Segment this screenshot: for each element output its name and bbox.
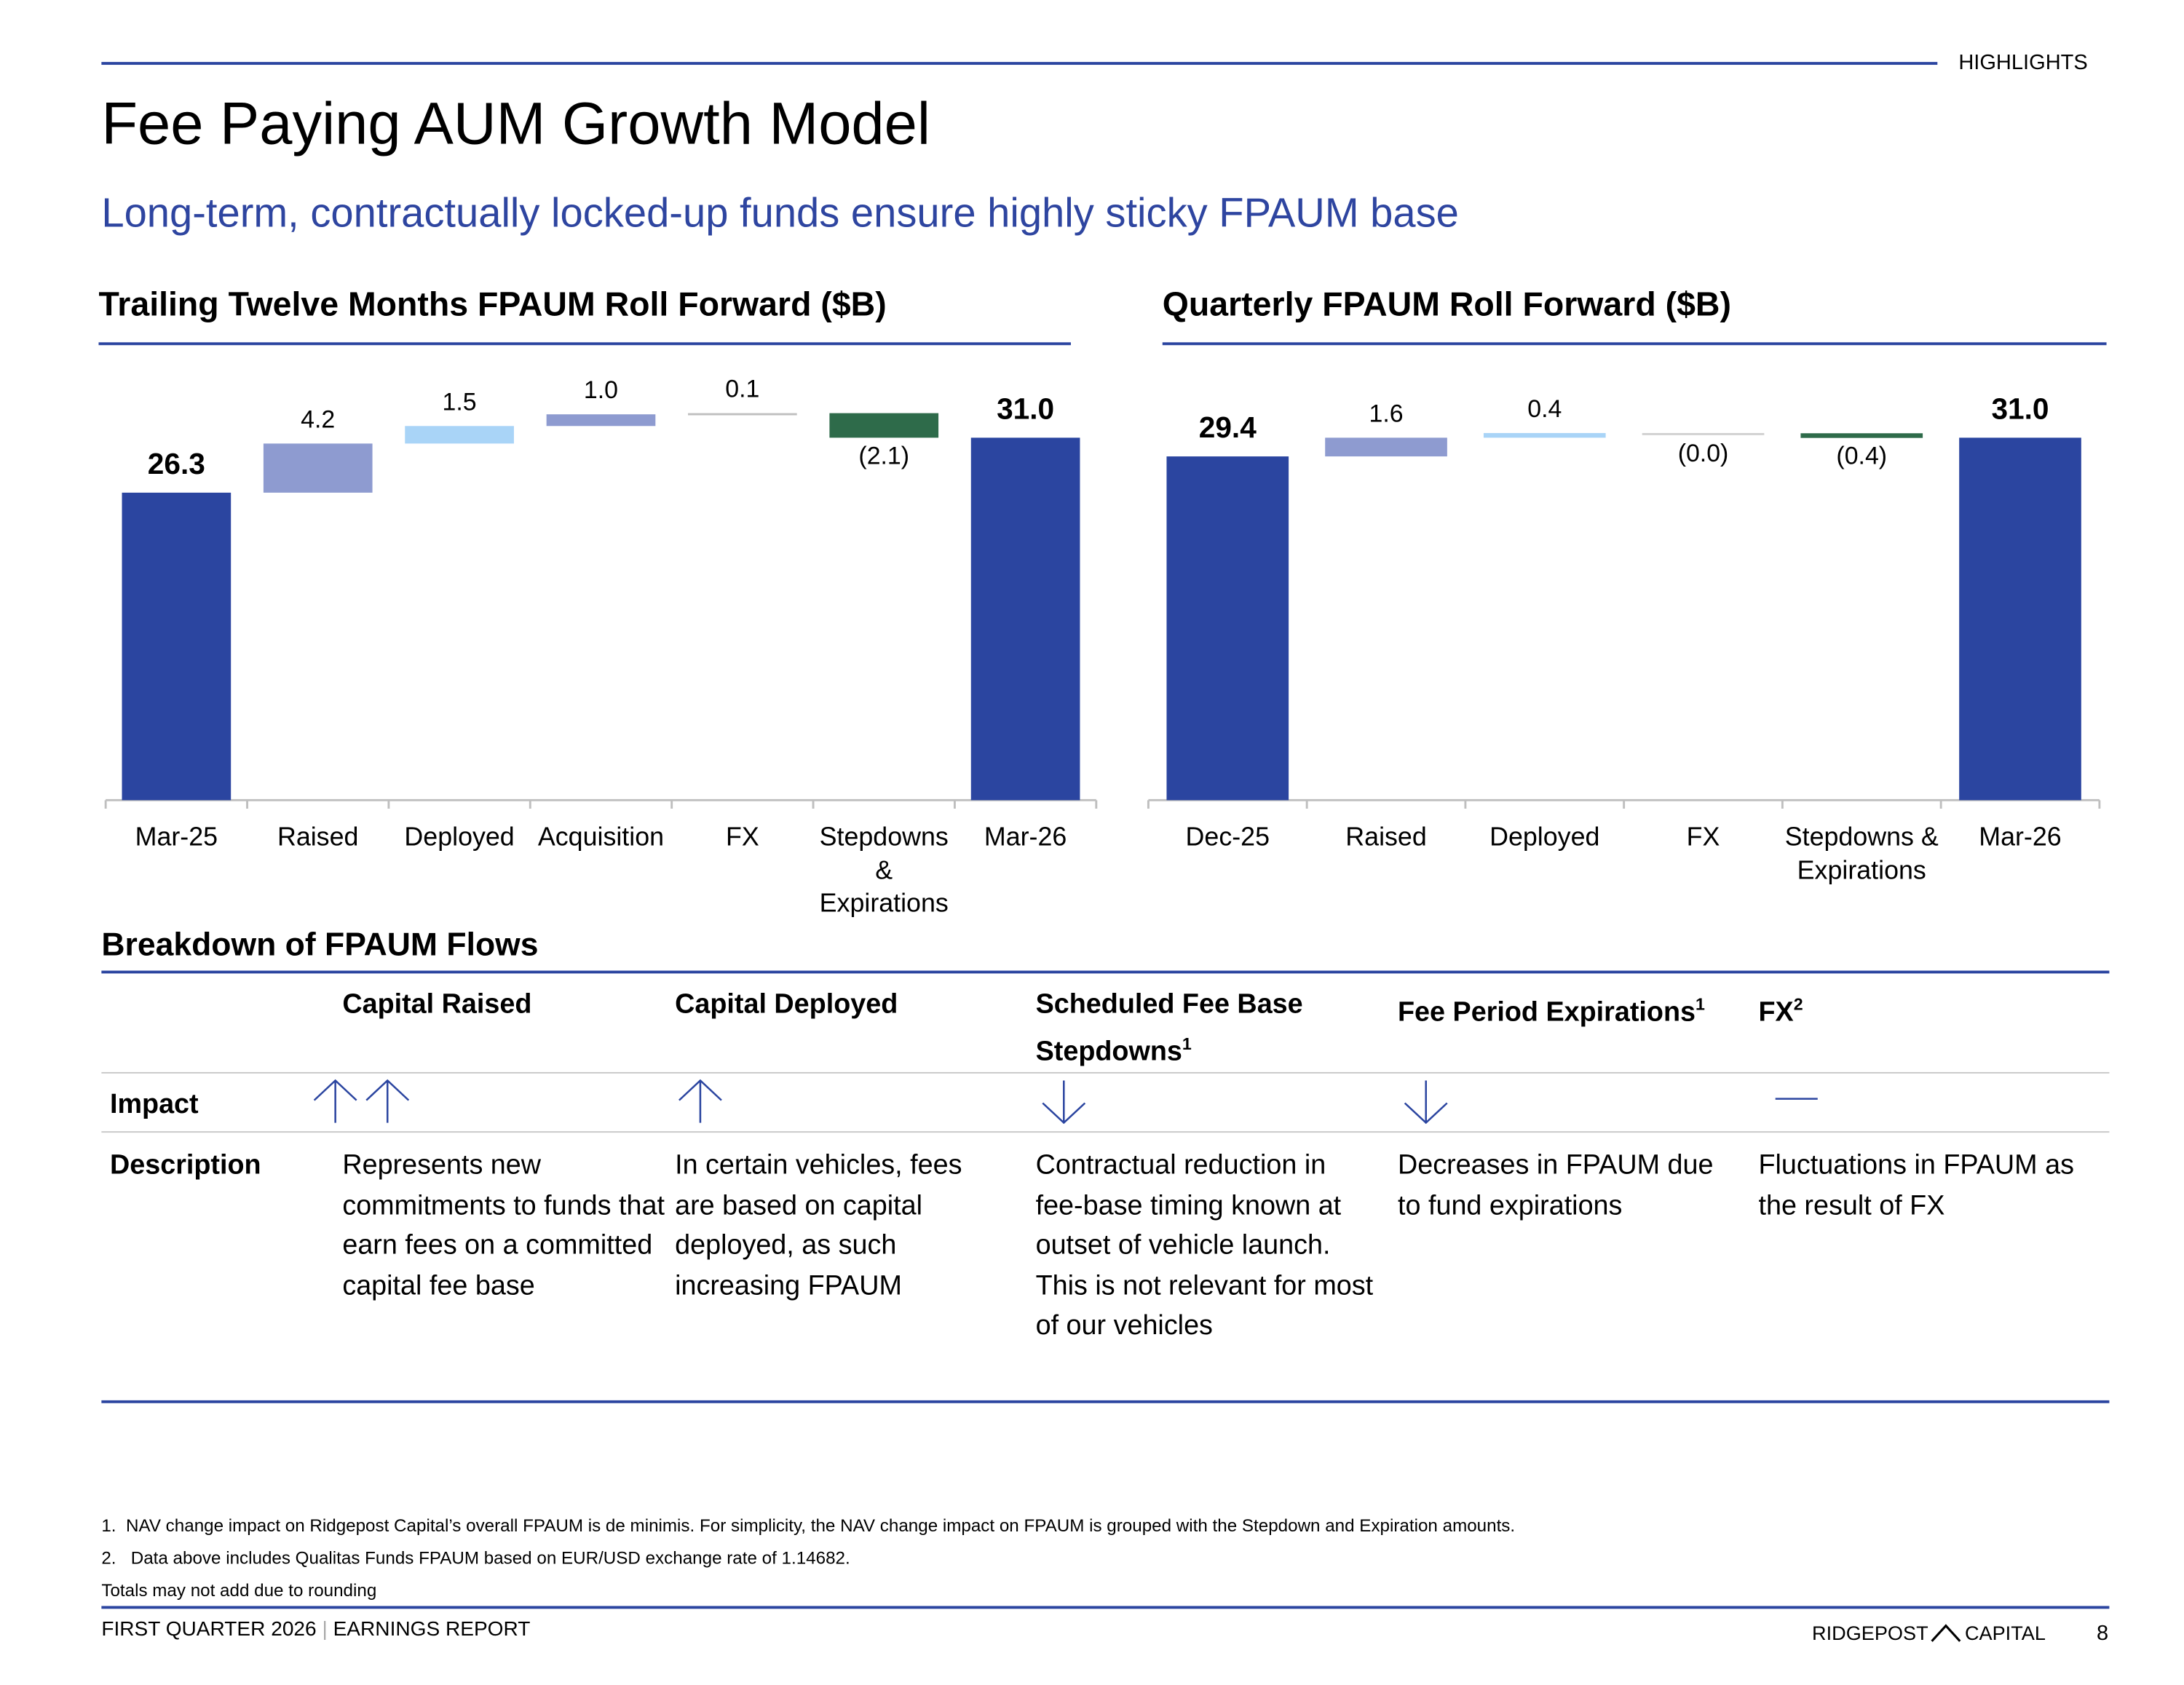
impact-icons xyxy=(313,1079,1818,1125)
brand-text: RIDGEPOST xyxy=(1812,1621,1928,1644)
description: Contractual reduction in fee-base timing… xyxy=(1035,1149,1374,1341)
value-label: 4.2 xyxy=(301,405,335,433)
column-header-text: Fee Period Expirations xyxy=(1398,996,1696,1028)
total-bar xyxy=(1166,456,1289,801)
chart-title: Trailing Twelve Months FPAUM Roll Forwar… xyxy=(98,285,887,325)
value-label: (0.0) xyxy=(1678,440,1729,467)
down-arrow xyxy=(1042,1080,1086,1125)
value-label: 1.0 xyxy=(584,376,618,404)
total-bar xyxy=(122,492,232,801)
description: Decreases in FPAUM due to fund expiratio… xyxy=(1398,1149,1714,1221)
total-bar xyxy=(1959,437,2081,801)
footnote: 1. NAV change impact on Ridgepost Capita… xyxy=(101,1516,1515,1536)
category-label: Mar-25 xyxy=(135,821,218,852)
footnote-number: 1. xyxy=(101,1515,116,1536)
chart-title: Quarterly FPAUM Roll Forward ($B) xyxy=(1162,285,1731,325)
value-label: 31.0 xyxy=(1991,392,2049,425)
footnote-ref: 2 xyxy=(1793,994,1803,1015)
chart-title-rule xyxy=(1162,342,2107,346)
footer-section: EARNINGS REPORT xyxy=(333,1618,531,1641)
value-label: 1.6 xyxy=(1369,400,1403,427)
row-label: Impact xyxy=(109,1089,199,1120)
change-bar xyxy=(405,426,514,444)
footnote-text: NAV change impact on Ridgepost Capital’s… xyxy=(126,1515,1516,1536)
value-label: 0.4 xyxy=(1527,395,1562,423)
category-label: Raised xyxy=(1345,821,1427,852)
table-rule xyxy=(101,970,2110,974)
up-arrow xyxy=(313,1079,357,1123)
change-bar xyxy=(1642,432,1765,435)
brand-logo: RIDGEPOST CAPITAL xyxy=(1812,1622,2046,1644)
category-label: FX xyxy=(1686,821,1720,852)
category-label: Dec-25 xyxy=(1185,821,1270,852)
value-label: 29.4 xyxy=(1199,411,1257,444)
up-arrow xyxy=(678,1079,722,1123)
category-label: Acquisition xyxy=(537,821,665,852)
change-bar xyxy=(688,413,797,416)
row-rule xyxy=(101,1131,2110,1133)
footer-report: FIRST QUARTER 2026 xyxy=(101,1618,317,1641)
category-label: Deployed xyxy=(404,821,515,852)
header-rule xyxy=(101,62,1938,66)
column-header-text: Capital Raised xyxy=(342,988,532,1020)
section-label: HIGHLIGHTS xyxy=(1958,50,2088,75)
category-label: FX xyxy=(725,821,759,852)
column-header: Fee Period Expirations1 xyxy=(1398,985,1729,1032)
value-label: 0.1 xyxy=(725,376,759,403)
slide-subtitle: Long-term, contractually locked-up funds… xyxy=(101,191,1459,237)
category-label: Deployed xyxy=(1489,821,1600,852)
column-header: FX2 xyxy=(1758,985,2089,1032)
row-rule xyxy=(101,1071,2110,1074)
column-header: Capital Deployed xyxy=(675,985,1006,1024)
description: In certain vehicles, fees are based on c… xyxy=(675,1149,962,1301)
value-label: 31.0 xyxy=(997,392,1054,425)
up-arrow xyxy=(365,1079,410,1123)
category-label: Mar-26 xyxy=(1979,821,2062,852)
down-arrow xyxy=(1404,1080,1448,1125)
category-label: Raised xyxy=(277,821,359,852)
charts: 26.3 4.2 1.5 1.0 0.1 (2.1) 31.0 29.4 1.6 0.4 (0.0)… xyxy=(104,376,2101,809)
category-label: Stepdowns & Expirations xyxy=(819,821,949,918)
slide-title: Fee Paying AUM Growth Model xyxy=(101,90,930,156)
chart-title-rule xyxy=(98,342,1071,346)
page-number: 8 xyxy=(2097,1621,2109,1646)
footnote: 2. Data above includes Qualitas Funds FP… xyxy=(101,1548,850,1568)
column-header-text: Capital Deployed xyxy=(675,988,898,1020)
change-bar xyxy=(546,414,656,427)
description: Represents new commitments to funds that… xyxy=(342,1149,665,1301)
category-label: Mar-26 xyxy=(984,821,1067,852)
rounding-note: Totals may not add due to rounding xyxy=(101,1580,377,1601)
column-header: Capital Raised xyxy=(342,985,673,1024)
table-title: Breakdown of FPAUM Flows xyxy=(101,925,539,962)
column-header: Scheduled Fee Base Stepdowns1 xyxy=(1036,985,1367,1071)
category-label: Stepdowns & Expirations xyxy=(1784,821,1939,884)
brand-mark xyxy=(1931,1624,1962,1642)
value-label: (0.4) xyxy=(1836,443,1887,470)
value-label: (2.1) xyxy=(858,442,909,469)
footnote-ref: 1 xyxy=(1182,1034,1192,1054)
change-bar xyxy=(1800,433,1923,438)
change-bar xyxy=(1325,437,1447,457)
column-header-text: FX xyxy=(1758,996,1794,1028)
footer-label: FIRST QUARTER 2026 | EARNINGS REPORT xyxy=(101,1618,531,1641)
total-bar xyxy=(970,437,1080,801)
description: Fluctuations in FPAUM as the result of F… xyxy=(1758,1149,2074,1221)
footnote-text: Data above includes Qualitas Funds FPAUM… xyxy=(130,1548,850,1569)
change-bar xyxy=(263,443,373,493)
change-bar xyxy=(1483,432,1606,438)
footnote-number: 2. xyxy=(101,1548,116,1569)
footer-rule xyxy=(101,1606,2110,1609)
table-bottom-rule xyxy=(101,1400,2110,1403)
value-label: 26.3 xyxy=(148,447,205,480)
footnote-ref: 1 xyxy=(1695,994,1705,1015)
column-header-text: Scheduled Fee Base Stepdowns xyxy=(1035,988,1303,1068)
value-label: 1.5 xyxy=(443,388,477,416)
brand-text: CAPITAL xyxy=(1964,1621,2046,1644)
change-bar xyxy=(829,413,939,438)
row-label: Description xyxy=(109,1149,261,1181)
